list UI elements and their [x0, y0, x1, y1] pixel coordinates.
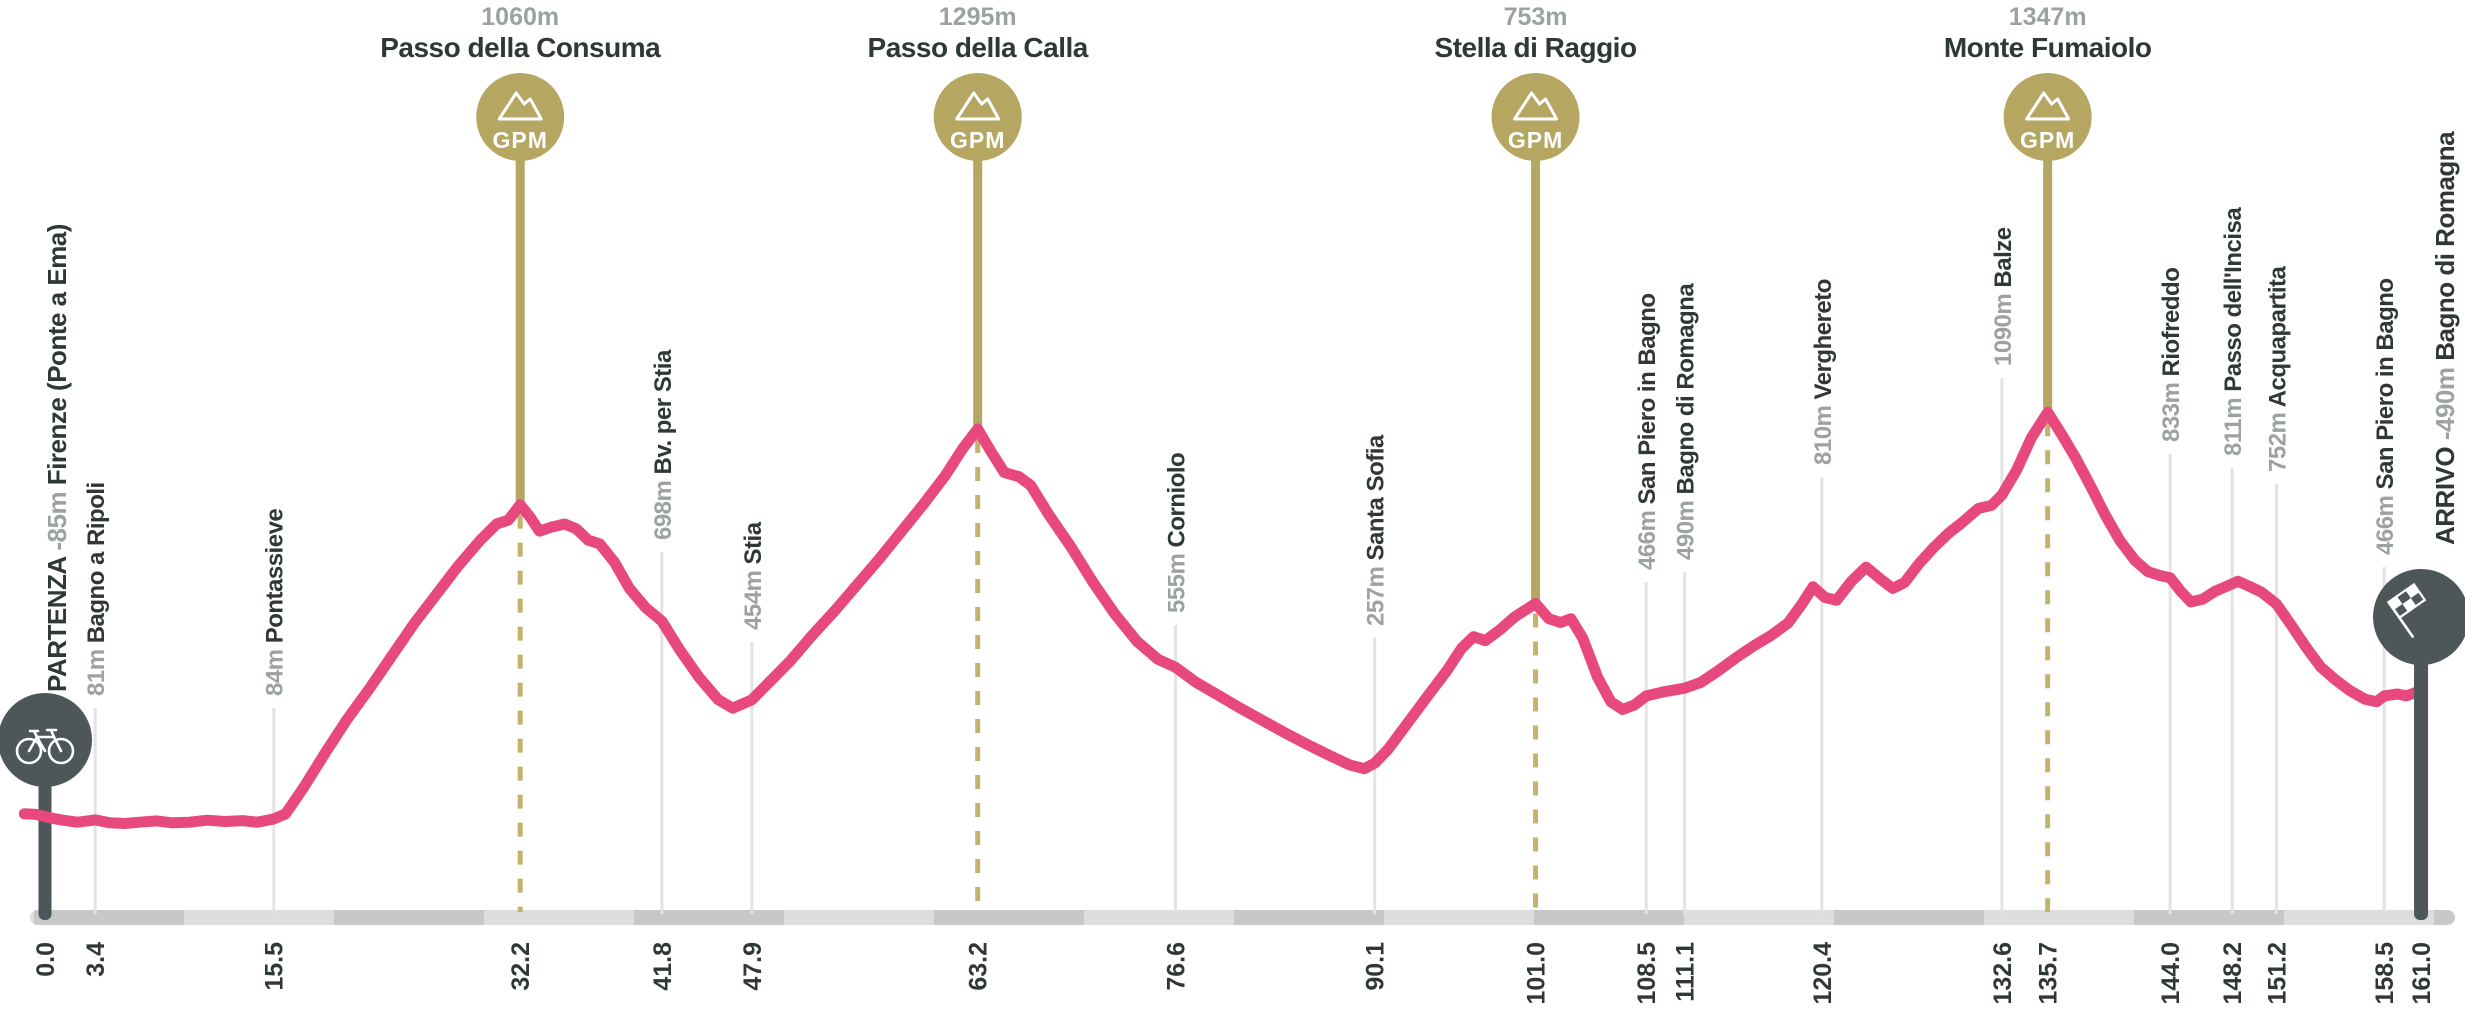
- gpm-name-label: Passo della Calla: [868, 32, 1089, 63]
- gpm-badge: [933, 73, 1022, 161]
- x-tick-label: 148.2: [2219, 942, 2247, 1005]
- mountain-icon: [497, 91, 543, 121]
- x-tick-label: 63.2: [965, 942, 993, 991]
- waypoint-label: 454m Stia: [740, 521, 767, 630]
- waypoint-label: 811m Passo dell'Incisa: [2220, 207, 2247, 456]
- waypoint-label: 810m Verghereto: [1810, 279, 1837, 465]
- gpm-badge: [1491, 73, 1580, 161]
- x-tick-label: 132.6: [1989, 942, 2017, 1005]
- x-tick-label: 158.5: [2371, 942, 2399, 1005]
- x-tick-label: 0.0: [32, 942, 60, 977]
- mountain-icon: [1513, 91, 1559, 121]
- gpm-badge: [2003, 73, 2092, 161]
- waypoint-label: 555m Corniolo: [1163, 453, 1190, 613]
- checkered-flag-icon: [2387, 582, 2427, 638]
- waypoint-label: 833m Riofreddo: [2158, 268, 2185, 442]
- x-tick-label: 101.0: [1523, 942, 1551, 1005]
- x-tick-label: 111.1: [1672, 942, 1700, 1002]
- x-tick-label: 90.1: [1362, 942, 1390, 991]
- finish-badge: [2373, 569, 2465, 665]
- waypoint-label: 490m Bagno di Romagna: [1673, 283, 1700, 560]
- x-tick-label: 161.0: [2408, 942, 2436, 1005]
- gpm-elevation-label: 1060m: [481, 3, 559, 31]
- x-tick-label: 144.0: [2157, 942, 2185, 1005]
- x-tick-label: 151.2: [2263, 942, 2291, 1005]
- x-tick-label: 47.9: [739, 942, 767, 991]
- x-tick-label: 108.5: [1633, 942, 1661, 1005]
- distance-axis-bar: [30, 910, 2455, 925]
- x-tick-label: 120.4: [1809, 942, 1837, 1005]
- gpm-badge-text: GPM: [1508, 127, 1563, 153]
- x-tick-label: 15.5: [261, 942, 289, 991]
- finish-label: ARRIVO -490m Bagno di Romagna: [2430, 131, 2460, 545]
- waypoint-label: 81m Bagno a Ripoli: [83, 482, 110, 696]
- gpm-name-label: Passo della Consuma: [380, 32, 661, 63]
- x-tick-label: 41.8: [649, 942, 677, 991]
- gpm-badge-text: GPM: [493, 127, 548, 153]
- gpm-name-label: Monte Fumaiolo: [1944, 32, 2152, 63]
- x-tick-label: 32.2: [507, 942, 535, 991]
- gpm-badge: [476, 73, 565, 161]
- finish-post: [2414, 617, 2429, 920]
- gpm-badge-text: GPM: [950, 127, 1005, 153]
- mountain-icon: [955, 91, 1001, 121]
- start-badge: [0, 693, 92, 787]
- waypoint-label: 257m Santa Sofia: [1363, 434, 1390, 626]
- x-tick-label: 76.6: [1162, 942, 1190, 991]
- waypoint-label: 1090m Balze: [1990, 227, 2017, 366]
- x-tick-label: 3.4: [82, 942, 110, 977]
- gpm-elevation-label: 753m: [1504, 3, 1568, 31]
- waypoint-label: 84m Pontassieve: [262, 509, 289, 696]
- elevation-profile-line: [18, 406, 2423, 829]
- bicycle-icon: [15, 728, 75, 765]
- gpm-elevation-label: 1347m: [2009, 3, 2087, 31]
- waypoint-label: 752m Acquapartita: [2264, 265, 2291, 472]
- mountain-icon: [2025, 91, 2071, 121]
- gpm-badge-text: GPM: [2020, 127, 2075, 153]
- waypoint-label: 466m San Piero in Bagno: [2372, 278, 2399, 555]
- waypoint-label: 466m San Piero in Bagno: [1634, 293, 1661, 570]
- x-tick-label: 135.7: [2035, 942, 2063, 1005]
- waypoint-label: 698m Bv. per Stia: [650, 349, 677, 540]
- gpm-name-label: Stella di Raggio: [1435, 32, 1637, 63]
- gpm-elevation-label: 1295m: [939, 3, 1017, 31]
- start-label: PARTENZA -85m Firenze (Ponte a Ema): [42, 224, 72, 692]
